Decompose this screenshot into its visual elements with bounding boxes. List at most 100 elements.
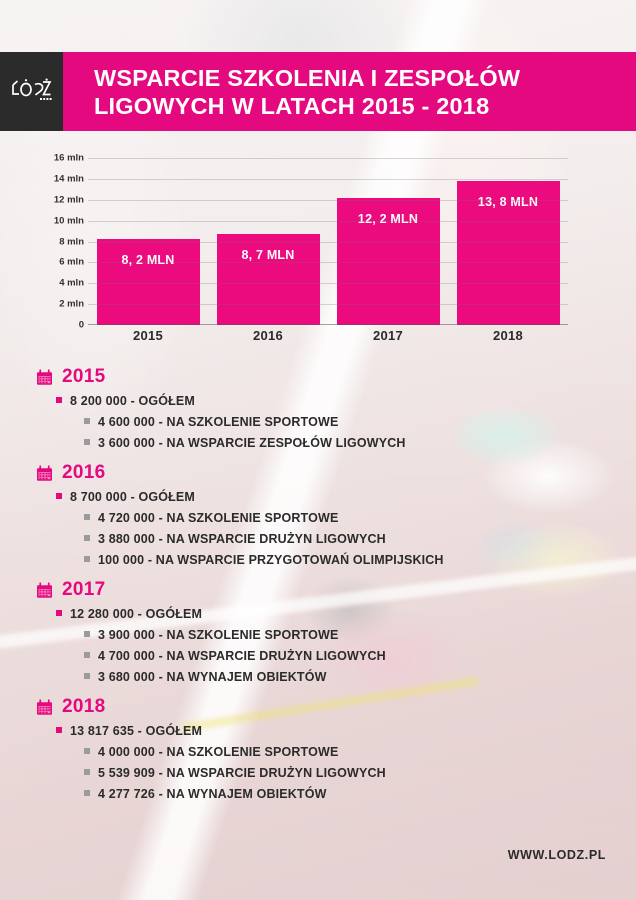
year-block-2018: 2018 13 817 635 - OGÓŁEM 4 000 000 - NA SZ… <box>0 696 636 801</box>
year-heading-2018: 2018 <box>0 696 636 718</box>
chart-bars: 8, 2 MLN 8, 7 MLN 12, 2 MLN 13, 8 MLN <box>88 158 568 325</box>
total-row: 8 700 000 - OGÓŁEM <box>0 490 636 504</box>
year-title: 2018 <box>62 696 106 717</box>
chart-bar-slot: 12, 2 MLN <box>328 158 448 325</box>
bullet-square-gray-icon <box>84 439 90 445</box>
chart-gridline <box>88 262 568 264</box>
total-amount-text: 8 700 000 - OGÓŁEM <box>70 490 195 504</box>
y-axis-tick-label: 6 mln <box>59 256 84 268</box>
list-item: 3 900 000 - NA SZKOLENIE SPORTOWE <box>0 628 636 642</box>
y-axis-tick-label: 10 mln <box>53 215 84 227</box>
list-item: 4 700 000 - NA WSPARCIE DRUŻYN LIGOWYCH <box>0 649 636 663</box>
chart-gridline <box>88 178 568 180</box>
bullet-square-gray-icon <box>84 535 90 541</box>
bar-chart: 16 mln 14 mln 12 mln 10 mln 8 mln 6 mln 4 mln 2… <box>0 153 636 343</box>
total-amount-text: 13 817 635 - OGÓŁEM <box>70 724 203 738</box>
chart-gridline <box>88 220 568 222</box>
item-amount-text: 4 000 000 - NA SZKOLENIE SPORTOWE <box>98 745 339 759</box>
x-axis-label-2016: 2016 <box>252 328 284 343</box>
y-axis-tick-label: 4 mln <box>59 277 84 289</box>
year-heading-2016: 2016 <box>0 462 636 484</box>
item-amount-text: 100 000 - NA WSPARCIE PRZYGOTOWAŃ OLIMPI… <box>98 553 444 567</box>
bullet-square-gray-icon <box>84 418 90 424</box>
year-title: 2017 <box>62 579 106 600</box>
chart-bar-value-label: 8, 7 MLN <box>241 248 295 263</box>
item-amount-text: 4 600 000 - NA SZKOLENIE SPORTOWE <box>98 415 339 429</box>
chart-bar-slot: 13, 8 MLN <box>448 158 568 325</box>
chart-gridline <box>88 304 568 306</box>
list-item: 4 720 000 - NA SZKOLENIE SPORTOWE <box>0 511 636 525</box>
total-row: 13 817 635 - OGÓŁEM <box>0 724 636 738</box>
list-item: 3 600 000 - NA WSPARCIE ZESPOŁÓW LIGOWYC… <box>0 436 636 450</box>
item-amount-text: 3 600 000 - NA WSPARCIE ZESPOŁÓW LIGOWYC… <box>98 436 406 450</box>
bullet-square-gray-icon <box>84 514 90 520</box>
calendar-icon <box>37 698 52 715</box>
footer-website-url[interactable]: WWW.LODZ.PL <box>507 848 606 862</box>
bullet-square-gray-icon <box>84 631 90 637</box>
lodz-logo <box>0 52 63 131</box>
chart-bar-value-label: 8, 2 MLN <box>121 253 175 268</box>
y-axis-tick-label: 12 mln <box>53 194 84 206</box>
list-item: 3 680 000 - NA WYNAJEM OBIEKTÓW <box>0 670 636 684</box>
year-sections-list: 2015 8 200 000 - OGÓŁEM 4 600 000 - NA SZK… <box>0 366 636 813</box>
bullet-square-pink-icon <box>56 397 62 403</box>
bullet-square-pink-icon <box>56 493 62 499</box>
total-amount-text: 8 200 000 - OGÓŁEM <box>70 394 195 408</box>
y-axis-tick-label: 14 mln <box>53 173 84 185</box>
list-item: 3 880 000 - NA WSPARCIE DRUŻYN LIGOWYCH <box>0 532 636 546</box>
item-amount-text: 4 700 000 - NA WSPARCIE DRUŻYN LIGOWYCH <box>98 649 386 663</box>
bullet-square-gray-icon <box>84 673 90 679</box>
chart-bar-value-label: 13, 8 MLN <box>477 194 539 209</box>
header-title-bar: WSPARCIE SZKOLENIA I ZESPOŁÓW LIGOWYCH W… <box>63 52 636 131</box>
chart-bar-2017[interactable]: 12, 2 MLN <box>336 197 440 325</box>
year-heading-2015: 2015 <box>0 366 636 388</box>
bullet-square-pink-icon <box>56 610 62 616</box>
list-item: 5 539 909 - NA WSPARCIE DRUŻYN LIGOWYCH <box>0 766 636 780</box>
bullet-square-gray-icon <box>84 556 90 562</box>
bullet-square-pink-icon <box>56 727 62 733</box>
bullet-square-gray-icon <box>84 748 90 754</box>
chart-x-axis-labels: 2015 2016 2017 2018 <box>88 328 568 343</box>
chart-bar-2018[interactable]: 13, 8 MLN <box>456 180 560 325</box>
page-title-line-2: LIGOWYCH W LATACH 2015 - 2018 <box>94 92 490 119</box>
year-title: 2015 <box>62 366 106 387</box>
year-title: 2016 <box>62 462 106 483</box>
chart-bar-slot: 8, 7 MLN <box>208 158 328 325</box>
calendar-icon <box>37 581 52 598</box>
bullet-square-gray-icon <box>84 790 90 796</box>
chart-gridline <box>88 241 568 243</box>
year-block-2015: 2015 8 200 000 - OGÓŁEM 4 600 000 - NA SZK… <box>0 366 636 450</box>
list-item: 4 600 000 - NA SZKOLENIE SPORTOWE <box>0 415 636 429</box>
chart-bar-slot: 8, 2 MLN <box>88 158 208 325</box>
chart-bar-2016[interactable]: 8, 7 MLN <box>216 234 320 325</box>
list-item: 4 000 000 - NA SZKOLENIE SPORTOWE <box>0 745 636 759</box>
chart-gridline <box>88 158 568 159</box>
item-amount-text: 4 277 726 - NA WYNAJEM OBIEKTÓW <box>98 787 327 801</box>
item-amount-text: 3 880 000 - NA WSPARCIE DRUŻYN LIGOWYCH <box>98 532 386 546</box>
lodz-logo-icon <box>11 78 52 100</box>
item-amount-text: 3 900 000 - NA SZKOLENIE SPORTOWE <box>98 628 339 642</box>
x-axis-label-2018: 2018 <box>492 328 524 343</box>
page-title-line-1: WSPARCIE SZKOLENIA I ZESPOŁÓW <box>94 64 521 91</box>
total-row: 12 280 000 - OGÓŁEM <box>0 607 636 621</box>
item-amount-text: 4 720 000 - NA SZKOLENIE SPORTOWE <box>98 511 339 525</box>
item-amount-text: 3 680 000 - NA WYNAJEM OBIEKTÓW <box>98 670 327 684</box>
chart-gridline <box>88 199 568 201</box>
chart-axis-baseline <box>88 323 568 325</box>
chart-gridline <box>88 283 568 285</box>
year-block-2017: 2017 12 280 000 - OGÓŁEM 3 900 000 - NA SZ… <box>0 579 636 684</box>
bullet-square-gray-icon <box>84 769 90 775</box>
year-heading-2017: 2017 <box>0 579 636 601</box>
chart-bar-2015[interactable]: 8, 2 MLN <box>96 239 200 325</box>
y-axis-tick-label: 2 mln <box>59 298 84 310</box>
x-axis-label-2015: 2015 <box>132 328 164 343</box>
x-axis-label-2017: 2017 <box>372 328 404 343</box>
year-block-2016: 2016 8 700 000 - OGÓŁEM 4 720 000 - NA SZK… <box>0 462 636 567</box>
y-axis-tick-label: 8 mln <box>59 236 84 247</box>
list-item: 4 277 726 - NA WYNAJEM OBIEKTÓW <box>0 787 636 801</box>
y-axis-tick-label: 16 mln <box>53 152 84 164</box>
calendar-icon <box>37 464 52 481</box>
chart-plot-area: 8, 2 MLN 8, 7 MLN 12, 2 MLN 13, 8 MLN <box>88 158 568 325</box>
